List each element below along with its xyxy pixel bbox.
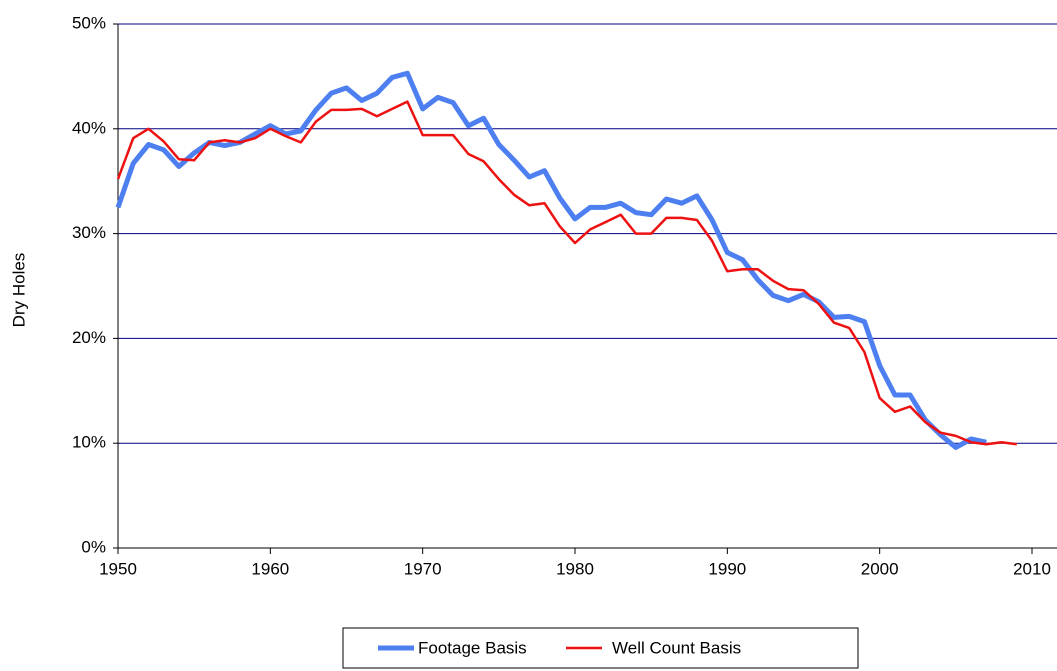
y-tick-label: 10% [72,433,106,452]
y-axis-label: Dry Holes [9,253,28,328]
x-tick-label: 1970 [404,559,442,578]
y-tick-label: 20% [72,328,106,347]
x-tick-label: 2000 [861,559,899,578]
series-line [116,100,1017,446]
x-tick-label: 1990 [708,559,746,578]
x-tick-label: 1950 [99,559,137,578]
x-tick-label: 2010 [1013,559,1051,578]
series-line [115,70,987,450]
y-tick-label: 30% [72,223,106,242]
y-tick-label: 50% [72,13,106,32]
x-tick-label: 1960 [251,559,289,578]
x-tick-label: 1980 [556,559,594,578]
legend-label: Footage Basis [418,638,527,657]
y-tick-label: 40% [72,118,106,137]
legend-label: Well Count Basis [612,638,741,657]
y-tick-label: 0% [81,537,106,556]
